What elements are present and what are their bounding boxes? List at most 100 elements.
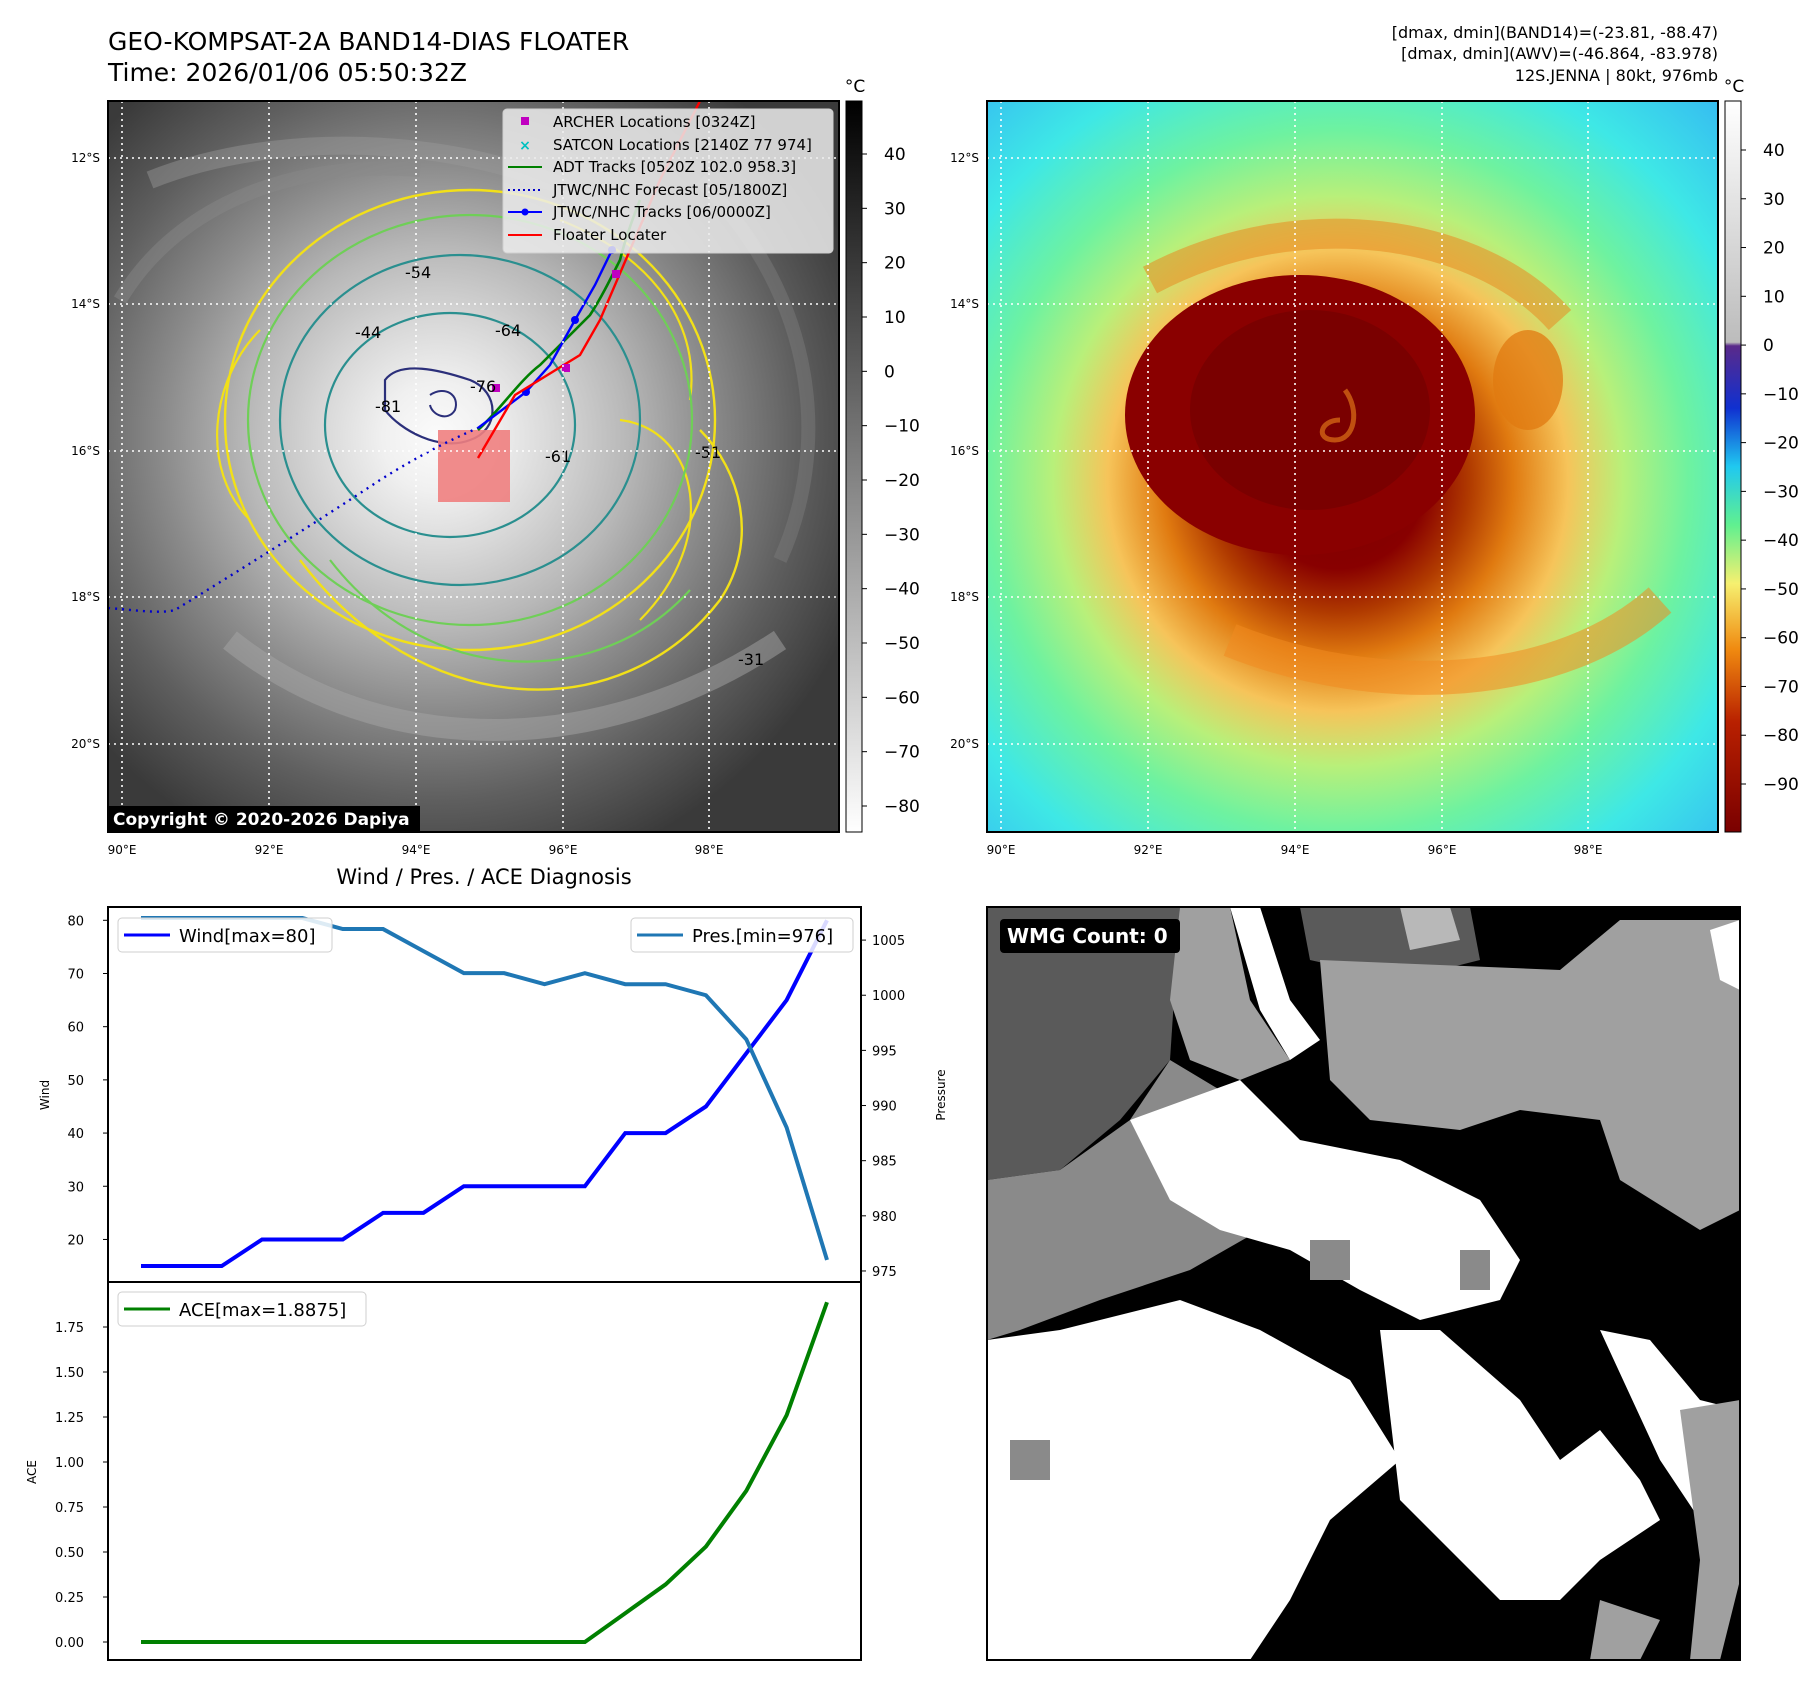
ir-colorbar-unit: °C — [845, 77, 865, 97]
contour-label: -54 — [405, 263, 431, 282]
awv-colorbar-tick-label: 30 — [1763, 190, 1785, 210]
ace-tick-label: 1.00 — [55, 1456, 84, 1471]
pressure-series-line — [141, 916, 829, 1261]
archer-point — [612, 270, 620, 278]
ace-tick-label: 0.25 — [55, 1591, 84, 1606]
ace-tick-label: 0.00 — [55, 1636, 84, 1651]
ace-tick-label: 0.50 — [55, 1546, 84, 1561]
pressure-tick-label: 1000 — [872, 989, 905, 1004]
contour-label: -64 — [495, 321, 521, 340]
wind-series-line — [141, 919, 829, 1269]
figure-title: GEO-KOMPSAT-2A BAND14-DIAS FLOATER — [108, 27, 629, 56]
copyright-text: Copyright © 2020-2026 Dapiya — [113, 810, 410, 830]
ace-tick-label: 1.75 — [55, 1321, 84, 1336]
lat-label: 16°S — [950, 444, 979, 458]
contour-yellow — [223, 188, 717, 652]
ir-map-panel: -54 -44 -64 -76 -81 -61 -51 -31 — [71, 77, 920, 857]
lat-label: 14°S — [950, 297, 979, 311]
ace-tick-label: 1.25 — [55, 1411, 84, 1426]
pressure-tick-label: 980 — [872, 1210, 897, 1225]
wind-legend: Wind[max=80] — [117, 917, 333, 953]
legend-satcon: SATCON Locations [2140Z 77 974] — [553, 136, 812, 154]
ir-legend: ARCHER Locations [0324Z] × SATCON Locati… — [502, 108, 834, 254]
ace-axis-label: ACE — [25, 1460, 39, 1484]
awv-colorbar-tick-label: −20 — [1763, 434, 1799, 454]
awv-colorbar-tick-label: −70 — [1763, 677, 1799, 697]
wind-tick-label: 70 — [67, 967, 84, 982]
ace-chart: 0.00 0.25 0.50 0.75 1.00 1.25 1.50 1.75 ACE ACE… — [25, 1281, 862, 1661]
copyright-badge — [108, 806, 420, 832]
pressure-tick-label: 975 — [872, 1265, 897, 1280]
ir-colorbar-tick-label: 30 — [884, 199, 906, 219]
ir-colorbar-tick-label: −70 — [884, 743, 920, 763]
awv-colorbar-tick-label: −40 — [1763, 531, 1799, 551]
contour-label: -51 — [695, 443, 721, 462]
awv-colorbar-tick-label: 20 — [1763, 239, 1785, 259]
contour-label: -31 — [738, 650, 764, 669]
awv-colorbar-tick-label: 0 — [1763, 336, 1774, 356]
ace-series-line — [141, 1301, 829, 1644]
ace-tick-label: 0.75 — [55, 1501, 84, 1516]
ir-colorbar-tick-label: −50 — [884, 634, 920, 654]
wind-tick-label: 60 — [67, 1021, 84, 1036]
pressure-tick-label: 990 — [872, 1100, 897, 1115]
lon-label: 98°E — [1574, 843, 1603, 857]
contour-label: -44 — [355, 323, 381, 342]
wind-tick-label: 40 — [67, 1127, 84, 1142]
ir-colorbar-tick-label: 0 — [884, 362, 895, 382]
wind-pressure-chart: 20 30 40 50 60 70 80 975 980 985 990 995 1000 1005 W… — [38, 906, 948, 1283]
wind-tick-label: 20 — [67, 1233, 84, 1248]
awv-colorbar-tick-label: −60 — [1763, 629, 1799, 649]
lon-label: 96°E — [549, 843, 578, 857]
ir-colorbar-tick-label: −40 — [884, 580, 920, 600]
awv-colorbar-tick-label: −90 — [1763, 775, 1799, 795]
pressure-axis-label: Pressure — [934, 1069, 948, 1120]
awv-range: [dmax, dmin](AWV)=(-46.864, -83.978) — [1401, 44, 1718, 63]
storm-info: 12S.JENNA | 80kt, 976mb — [1515, 66, 1718, 85]
lat-label: 16°S — [71, 444, 100, 458]
wmg-panel: WMG Count: 0 — [986, 906, 1741, 1661]
lon-label: 90°E — [987, 843, 1016, 857]
lat-label: 12°S — [71, 151, 100, 165]
pressure-tick-label: 1005 — [872, 934, 905, 949]
lon-label: 98°E — [695, 843, 724, 857]
awv-colorbar-tick-label: −50 — [1763, 580, 1799, 600]
lat-label: 20°S — [71, 737, 100, 751]
wind-tick-label: 80 — [67, 914, 84, 929]
wmg-badge — [1000, 919, 1180, 953]
pressure-tick-label: 995 — [872, 1044, 897, 1059]
awv-map-panel: 12°S 14°S 16°S 18°S 20°S 90°E 92°E 94°E … — [950, 77, 1799, 857]
lon-label: 92°E — [1134, 843, 1163, 857]
floater-box — [438, 430, 510, 502]
contour-label: -76 — [470, 377, 496, 396]
ir-colorbar: °C 40 30 20 10 0 −10 −20 −30 −40 −50 −60 −70 −80 — [845, 77, 920, 833]
awv-colorbar-tick-label: −30 — [1763, 482, 1799, 502]
pressure-legend: Pres.[min=976] — [630, 917, 854, 953]
legend-jtwc: JTWC/NHC Tracks [06/0000Z] — [552, 203, 771, 221]
ir-colorbar-tick-label: −80 — [884, 797, 920, 817]
band14-range: [dmax, dmin](BAND14)=(-23.81, -88.47) — [1392, 23, 1718, 42]
awv-colorbar: °C 40 30 20 10 0 −10 −20 −30 −40 −50 −60 −70 −80 −90 — [1724, 77, 1799, 833]
legend-forecast: JTWC/NHC Forecast [05/1800Z] — [552, 181, 787, 199]
lon-label: 90°E — [108, 843, 137, 857]
awv-gridlines — [987, 101, 1718, 832]
lat-label: 20°S — [950, 737, 979, 751]
contour-label: -81 — [375, 397, 401, 416]
figure-time: Time: 2026/01/06 05:50:32Z — [107, 58, 467, 87]
wind-axis-label: Wind — [38, 1080, 52, 1110]
pressure-legend-label: Pres.[min=976] — [692, 926, 833, 947]
awv-colorbar-tick-label: 40 — [1763, 141, 1785, 161]
awv-colorbar-tick-label: −10 — [1763, 385, 1799, 405]
ir-colorbar-tick-label: −60 — [884, 688, 920, 708]
wmg-badge-text: WMG Count: 0 — [1007, 924, 1168, 948]
contour-teal — [278, 253, 642, 587]
lat-label: 14°S — [71, 297, 100, 311]
ir-colorbar-tick-label: −30 — [884, 525, 920, 545]
contour-green — [246, 213, 694, 627]
awv-colorbar-tick-label: 10 — [1763, 287, 1785, 307]
lon-label: 94°E — [402, 843, 431, 857]
lon-label: 94°E — [1281, 843, 1310, 857]
lat-label: 18°S — [71, 590, 100, 604]
awv-colorbar-unit: °C — [1724, 77, 1744, 97]
